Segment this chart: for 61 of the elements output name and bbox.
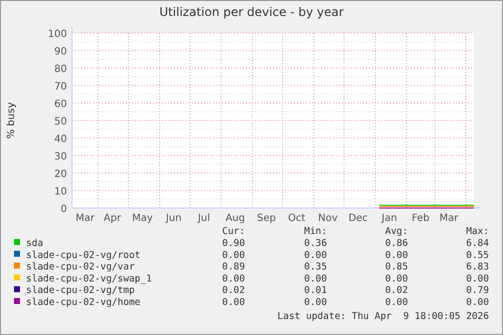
x-tick-label: Nov bbox=[318, 213, 338, 224]
legend-label: slade-cpu-02-vg/root bbox=[26, 250, 140, 261]
x-tick-label: Sep bbox=[257, 213, 276, 224]
x-tick-label: Apr bbox=[104, 213, 122, 224]
x-tick-label: Mar bbox=[76, 213, 96, 224]
text: 0.00 bbox=[304, 297, 328, 308]
y-tick-label: 0 bbox=[60, 204, 67, 215]
text: 0.00 bbox=[466, 297, 490, 308]
x-tick-label: Dec bbox=[348, 213, 368, 224]
y-tick-label: 30 bbox=[54, 152, 67, 162]
x-tick-label: Mar bbox=[439, 213, 460, 224]
legend-label: sda bbox=[26, 238, 44, 249]
legend-label: slade-cpu-02-vg/tmp bbox=[26, 285, 135, 296]
text: 0.00 bbox=[385, 250, 408, 261]
y-axis-title: % busy bbox=[6, 102, 17, 139]
y-tick-label: 90 bbox=[54, 46, 67, 58]
text: 0.01 bbox=[304, 285, 328, 296]
text: 0.00 bbox=[222, 297, 246, 308]
text: 0.00 bbox=[466, 273, 490, 284]
x-tick-label: Jul bbox=[196, 213, 210, 224]
y-tick-label: 20 bbox=[54, 169, 67, 180]
chart-title: Utilization per device - by year bbox=[159, 5, 344, 19]
text: 0.00 bbox=[304, 273, 328, 284]
text: 0.36 bbox=[304, 238, 328, 249]
y-tick-label: 60 bbox=[54, 99, 67, 110]
y-tick-label: 70 bbox=[54, 82, 67, 92]
text: Last update: Thu Apr 9 18:00:05 2026 bbox=[277, 311, 490, 322]
text: 0.86 bbox=[385, 238, 408, 249]
legend-label: slade-cpu-02-vg/var bbox=[26, 262, 135, 273]
text: Cur: bbox=[222, 226, 245, 237]
text: Max: bbox=[466, 226, 489, 237]
y-tick-label: 50 bbox=[54, 116, 67, 128]
legend-label: slade-cpu-02-vg/swap_1 bbox=[26, 273, 152, 284]
text: 0.85 bbox=[385, 262, 408, 273]
text: 0.02 bbox=[385, 285, 408, 296]
text: Min: bbox=[304, 226, 327, 237]
text: 0.00 bbox=[385, 297, 408, 308]
text: 0.00 bbox=[222, 250, 246, 261]
x-tick-label: May bbox=[132, 213, 153, 224]
text: 0.00 bbox=[385, 273, 408, 284]
text: 0.90 bbox=[222, 238, 246, 249]
text: 0.79 bbox=[466, 285, 490, 296]
legend-label: slade-cpu-02-vg/home bbox=[26, 297, 141, 308]
x-tick-label: Jun bbox=[164, 213, 182, 224]
text: 0.55 bbox=[466, 250, 489, 261]
x-tick-label: Aug bbox=[225, 213, 245, 224]
y-tick-label: 100 bbox=[48, 29, 67, 40]
text: Avg: bbox=[385, 226, 408, 237]
text: 0.02 bbox=[222, 285, 245, 296]
text: 6.84 bbox=[466, 238, 490, 249]
y-tick-label: 80 bbox=[54, 64, 67, 75]
text: 0.35 bbox=[304, 262, 327, 273]
text: 0.00 bbox=[304, 250, 328, 261]
y-tick-label: 10 bbox=[54, 186, 67, 198]
x-tick-label: Feb bbox=[412, 213, 430, 224]
text: 6.83 bbox=[466, 262, 489, 273]
text: 0.89 bbox=[222, 262, 246, 273]
y-tick-label: 40 bbox=[54, 134, 67, 145]
x-tick-label: Oct bbox=[288, 213, 306, 224]
x-tick-label: Jan bbox=[380, 213, 398, 224]
text: 0.00 bbox=[222, 273, 246, 284]
